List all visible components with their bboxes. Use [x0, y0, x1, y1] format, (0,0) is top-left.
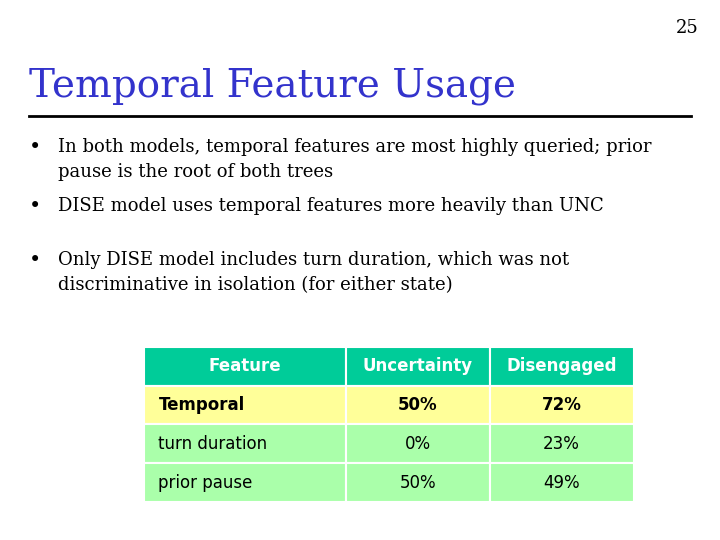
Text: Temporal: Temporal: [158, 396, 245, 414]
Text: Uncertainty: Uncertainty: [363, 357, 472, 375]
Text: In both models, temporal features are most highly queried; prior
pause is the ro: In both models, temporal features are mo…: [58, 138, 651, 181]
Text: 25: 25: [675, 19, 698, 37]
FancyBboxPatch shape: [490, 347, 634, 386]
Text: Disengaged: Disengaged: [506, 357, 617, 375]
Text: 50%: 50%: [400, 474, 436, 492]
Text: prior pause: prior pause: [158, 474, 253, 492]
Text: 23%: 23%: [543, 435, 580, 453]
FancyBboxPatch shape: [346, 424, 490, 463]
Text: Temporal Feature Usage: Temporal Feature Usage: [29, 68, 516, 105]
FancyBboxPatch shape: [490, 386, 634, 424]
Text: 50%: 50%: [397, 396, 438, 414]
Text: •: •: [29, 138, 41, 157]
Text: 49%: 49%: [544, 474, 580, 492]
FancyBboxPatch shape: [144, 463, 346, 502]
Text: 0%: 0%: [405, 435, 431, 453]
Text: Feature: Feature: [209, 357, 281, 375]
FancyBboxPatch shape: [346, 463, 490, 502]
Text: DISE model uses temporal features more heavily than UNC: DISE model uses temporal features more h…: [58, 197, 603, 215]
Text: 72%: 72%: [541, 396, 582, 414]
Text: turn duration: turn duration: [158, 435, 268, 453]
FancyBboxPatch shape: [144, 347, 346, 386]
FancyBboxPatch shape: [144, 424, 346, 463]
Text: Only DISE model includes turn duration, which was not
discriminative in isolatio: Only DISE model includes turn duration, …: [58, 251, 569, 294]
Text: •: •: [29, 197, 41, 216]
FancyBboxPatch shape: [490, 424, 634, 463]
FancyBboxPatch shape: [346, 386, 490, 424]
Text: •: •: [29, 251, 41, 270]
FancyBboxPatch shape: [144, 386, 346, 424]
FancyBboxPatch shape: [346, 347, 490, 386]
FancyBboxPatch shape: [490, 463, 634, 502]
